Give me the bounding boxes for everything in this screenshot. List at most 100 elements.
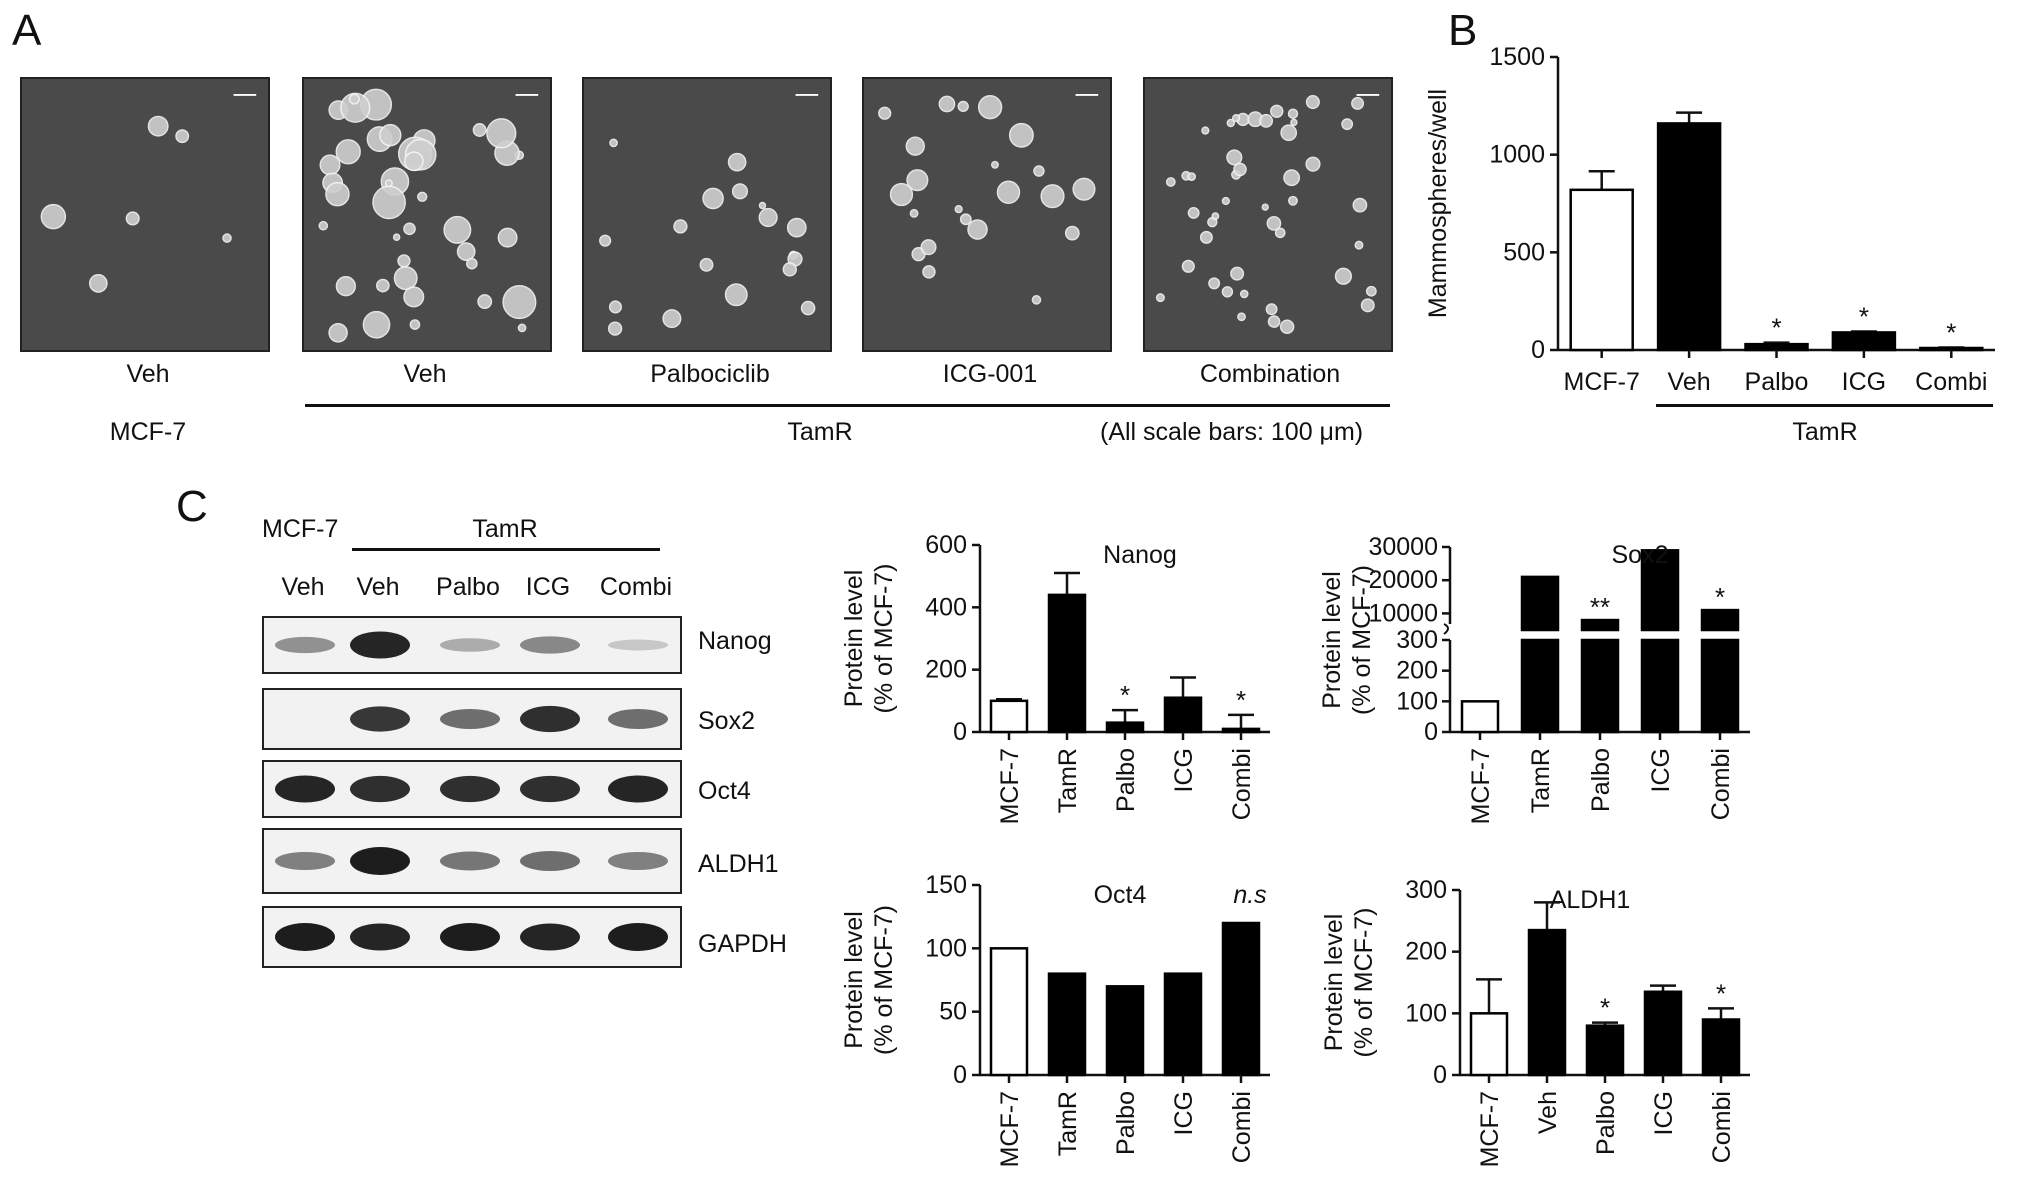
y-axis-label: Mammospheres/well [1424,89,1452,318]
cell-sphere [1280,124,1298,142]
cell-sphere [222,233,232,243]
bar [1919,346,1984,352]
cell-sphere [319,154,341,176]
blot-protein-label: GAPDH [698,930,787,958]
chart-title: Nanog [1103,541,1177,569]
y-tick-label: 200 [1396,657,1438,685]
cell-sphere [472,123,487,137]
cell-sphere [1208,277,1221,290]
blot-band [520,636,580,654]
cell-sphere [878,106,892,120]
y-axis-label: (% of MCF-7) [1350,908,1378,1058]
significance-mark: * [1120,680,1130,710]
blot-protein-label: Oct4 [698,777,751,805]
blot-lane-label: Palbo [436,573,500,601]
cell-sphere [1231,114,1241,123]
blot-band [440,775,500,803]
blot-strip [262,616,682,674]
blot-band [520,705,580,733]
x-tick-label: ICG [1170,1091,1198,1135]
cell-sphere [175,129,190,144]
x-tick-label: ICG [1647,748,1675,792]
cell-sphere [318,220,329,231]
cell-sphere [1031,295,1042,305]
significance-mark: * [1600,993,1610,1023]
y-tick-label: 0 [953,1061,967,1089]
blot-band [520,775,580,803]
mammosphere-chart: 0 500 1000 1500 MCF-7 Veh * Palbo * ICG * Combi Mamm… [1424,43,1995,396]
y-axis-label: Protein level [1320,914,1348,1052]
micrograph-spheres [599,93,819,336]
cell-sphere [1334,267,1352,285]
significance-mark: ** [1590,592,1610,622]
y-axis-label: Protein level [840,911,868,1049]
x-tick-label: Combi [1707,748,1735,820]
cell-sphere [889,182,914,207]
cell-sphere [977,94,1003,120]
bar [1744,342,1809,352]
image-label-combination: Combination [1199,360,1341,388]
blot-lane-label: ICG [525,573,571,601]
blot-protein-label: ALDH1 [698,850,779,878]
cell-sphere [1279,319,1295,334]
oct4-chart: 0 50 100 150 MCF-7 TamR Palbo ICG Combi Oct4 Prote… [840,871,1270,1167]
cell-sphere [502,285,537,320]
bar [1569,188,1634,352]
bar [1700,608,1740,632]
cell-sphere [1201,126,1210,135]
cell-sphere [477,294,493,310]
chart-title: ALDH1 [1550,886,1631,914]
cell-sphere [1287,195,1298,206]
micrograph-image [582,77,832,352]
x-tick-label: Palbo [1112,748,1140,812]
cell-sphere [1365,285,1377,297]
cell-sphere [456,242,476,262]
y-tick-label: 100 [1396,687,1438,715]
cell-sphere [403,151,424,172]
cell-sphere [1033,165,1045,177]
blot-band [608,851,668,871]
bar [1469,1012,1509,1077]
ns-annotation: n.s [1233,881,1266,909]
cell-sphere [727,152,747,172]
significance-mark: * [1946,317,1956,347]
y-tick-label: 100 [925,934,967,962]
blot-group-label-tamr: TamR [472,515,538,543]
blot-band [520,923,580,951]
x-tick-label: MCF-7 [1476,1091,1504,1167]
cell-sphere [702,187,724,210]
cell-sphere [325,181,350,207]
blot-strip [262,760,682,818]
blot-band [275,851,335,871]
blot-band [275,923,335,951]
y-tick-label: 1000 [1489,141,1545,169]
image-label-icg001: ICG-001 [942,360,1038,388]
axis-break [1443,623,1449,635]
significance-mark: * [1716,978,1726,1008]
cell-sphere [909,208,919,218]
blot-protein-label: Nanog [698,627,772,655]
cell-sphere [922,265,936,279]
bar [1163,972,1203,1077]
bar [1047,593,1087,734]
chart-title: Sox2 [1612,541,1669,569]
blot-band [275,636,335,654]
bar [1105,721,1145,734]
cell-sphere [486,118,517,149]
y-tick-label: 500 [1503,238,1545,266]
cell-sphere [1199,230,1213,244]
blot-bands [275,775,668,803]
blot-bands [350,705,668,733]
bar [1831,331,1897,352]
cell-sphere [1270,104,1284,119]
cell-sphere [731,183,749,200]
panel-a-letter: A [12,6,42,55]
x-tick-label: Palbo [1587,748,1615,812]
x-tick-label: Palbo [1745,368,1809,396]
cell-sphere [1155,293,1165,303]
x-tick-label: Combi [1228,748,1256,820]
blot-group-label-mcf7: MCF-7 [262,515,339,543]
tamr-group-rule-b [1656,404,1993,407]
cell-sphere [905,136,925,156]
